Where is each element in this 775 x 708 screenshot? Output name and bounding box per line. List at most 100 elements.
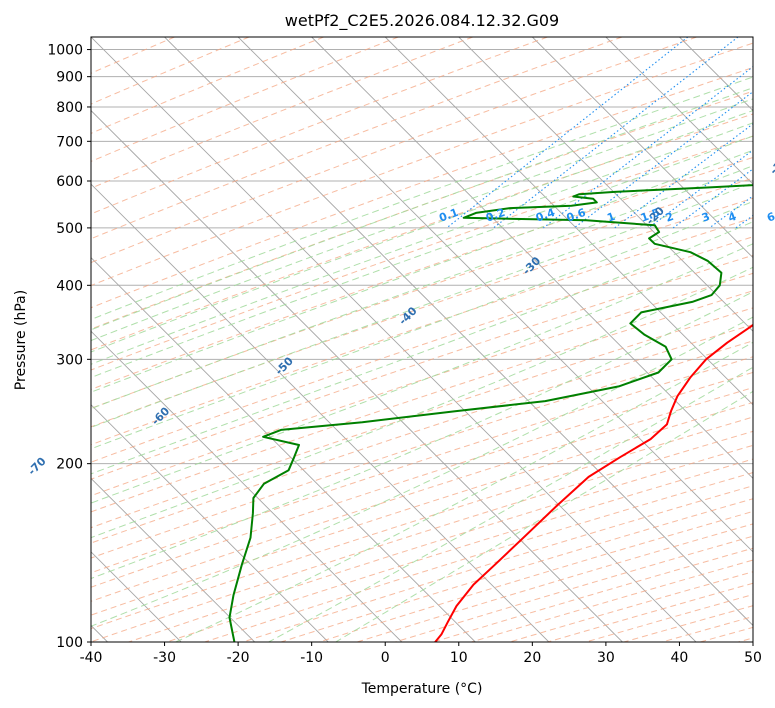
dry-adiabat-line: [128, 444, 753, 642]
mixing-ratio-label: 1.5: [639, 206, 662, 225]
y-tick-label: 700: [56, 134, 83, 150]
moist-adiabat-line: [91, 165, 753, 410]
x-tick-label: 40: [671, 650, 689, 666]
dry-adiabat-line: [547, 582, 753, 642]
dry-adiabat-line: [91, 217, 753, 446]
moist-adiabat-line: [91, 87, 753, 331]
mixing-ratio-line: [709, 195, 753, 229]
x-tick-label: -40: [80, 650, 103, 666]
isotherm-line: [91, 330, 403, 642]
dry-adiabat-label: -60: [149, 404, 172, 427]
isotherm-line: [532, 37, 753, 259]
dry-adiabat-line: [91, 177, 753, 409]
moist-adiabat-line: [91, 109, 753, 353]
dry-adiabat-line: [91, 42, 753, 287]
mixing-ratio-label: 0.4: [534, 206, 557, 225]
dry-adiabat-label: -70: [25, 455, 48, 478]
isotherm-line: [91, 37, 697, 642]
dry-adiabat-line: [166, 458, 753, 642]
dry-adiabat-label: -30: [520, 254, 543, 277]
moist-adiabat-line: [91, 200, 753, 450]
line-labels: 0.10.20.40.611.52346810131620253036-100-…: [25, 154, 775, 478]
mixing-ratio-label: 0.6: [565, 206, 588, 225]
x-tick-label: 0: [381, 650, 390, 666]
dry-adiabat-line: [395, 535, 753, 642]
x-tick-label: -10: [300, 650, 323, 666]
x-tick-label: 30: [597, 650, 615, 666]
mixing-ratio-label: 3: [700, 210, 712, 225]
profile-lines: [228, 184, 753, 642]
isotherm-line: [91, 404, 329, 642]
background-lines: [91, 37, 753, 642]
dry-adiabat-line: [91, 67, 753, 309]
mixing-ratio-label: 1: [605, 210, 617, 225]
moist-adiabat-line: [335, 390, 753, 642]
plot-frame: [90, 36, 754, 643]
dry-adiabat-line: [91, 356, 753, 574]
dry-adiabat-line: [91, 307, 753, 529]
dry-adiabat-line: [91, 37, 697, 264]
dry-adiabat-line: [91, 254, 753, 480]
y-tick-label: 1000: [47, 43, 83, 59]
x-tick-label: -30: [153, 650, 176, 666]
mixing-ratio-line: [543, 66, 753, 229]
temperature-profile-line: [434, 323, 753, 642]
x-tick-label: 10: [450, 650, 468, 666]
dry-adiabat-line: [91, 401, 753, 616]
mixing-ratio-line: [614, 123, 753, 229]
isotherm-line: [679, 37, 753, 112]
isotherm-line: [311, 37, 753, 479]
y-tick-label: 300: [56, 352, 83, 368]
y-tick-label: 800: [56, 100, 83, 116]
chart-title: wetPf2_C2E5.2026.084.12.32.G09: [285, 11, 559, 31]
dry-adiabat-line: [91, 37, 548, 215]
isotherm-line: [91, 477, 255, 642]
moist-adiabat-line: [91, 243, 753, 504]
y-tick-label: 600: [56, 174, 83, 190]
isotherm-line: [91, 257, 476, 642]
x-axis-title: Temperature (°C): [361, 681, 483, 697]
isotherm-line: [605, 37, 753, 185]
x-axis-ticks: -40 -30 -20 -10 0 10 20 30 40 50: [80, 642, 762, 666]
dry-adiabat-line: [91, 37, 399, 162]
x-tick-label: 20: [523, 650, 541, 666]
y-tick-label: 500: [56, 221, 83, 237]
dry-adiabat-line: [91, 272, 753, 497]
dry-adiabat-line: [357, 523, 753, 642]
dry-adiabat-line: [91, 387, 753, 602]
moist-adiabat-line: [91, 182, 753, 428]
moist-adiabat-line: [91, 316, 753, 627]
x-tick-label: -20: [227, 650, 250, 666]
mixing-ratio-label: 6: [765, 210, 775, 225]
moist-adiabat-line: [268, 366, 753, 642]
dry-adiabat-line: [91, 37, 623, 240]
mixing-ratio-line: [735, 214, 753, 229]
dry-adiabat-label: -10: [767, 154, 775, 177]
y-tick-label: 900: [56, 70, 83, 86]
y-axis-ticks: 100 200 300 400 500 600 700 800 900 1000: [47, 43, 91, 651]
dry-adiabat-line: [91, 416, 753, 630]
dry-adiabat-line: [433, 547, 753, 642]
moist-adiabat-line: [91, 76, 753, 321]
isotherm-line: [752, 37, 753, 38]
dry-adiabat-line: [91, 37, 324, 134]
mixing-ratio-line: [573, 90, 753, 229]
isotherm-line: [384, 37, 753, 406]
dewpoint-profile-line: [228, 184, 753, 642]
mixing-ratio-label: 0.2: [484, 206, 507, 225]
dry-adiabat-line: [91, 156, 753, 391]
mixing-ratio-line: [446, 37, 689, 229]
mixing-ratio-label: 4: [726, 210, 738, 225]
y-tick-label: 200: [56, 457, 83, 473]
x-tick-label: 50: [744, 650, 762, 666]
isotherm-line: [164, 37, 753, 627]
dry-adiabat-line: [318, 510, 753, 642]
isotherm-line: [237, 37, 753, 553]
y-tick-label: 100: [56, 635, 83, 651]
y-axis-title: Pressure (hPa): [13, 290, 29, 390]
isotherm-line: [458, 37, 753, 332]
y-tick-label: 400: [56, 278, 83, 294]
mixing-ratio-label: 0.1: [437, 206, 460, 225]
mixing-ratio-label: 2: [664, 210, 676, 225]
